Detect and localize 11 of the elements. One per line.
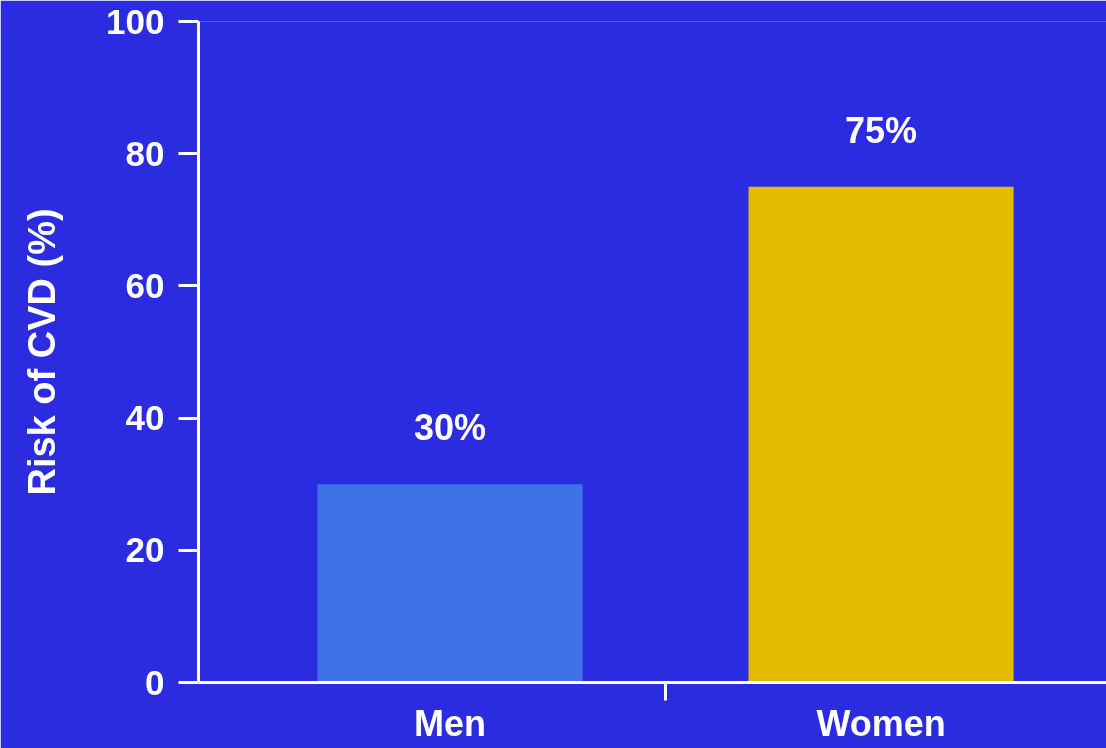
data-label: 30% <box>413 407 487 449</box>
y-tick-label: 0 <box>145 662 165 702</box>
x-tick-label: Men <box>414 702 487 744</box>
y-axis-title: Risk of CVD (%) <box>21 208 64 496</box>
y-tick-label: 60 <box>125 265 165 305</box>
data-label: 75% <box>845 109 918 151</box>
y-tick-label: 20 <box>125 530 165 570</box>
y-tick-label: 40 <box>125 398 165 438</box>
y-tick-label: 100 <box>106 1 165 41</box>
x-tick-label: Women <box>816 702 946 744</box>
y-tick-label: 80 <box>125 133 165 173</box>
